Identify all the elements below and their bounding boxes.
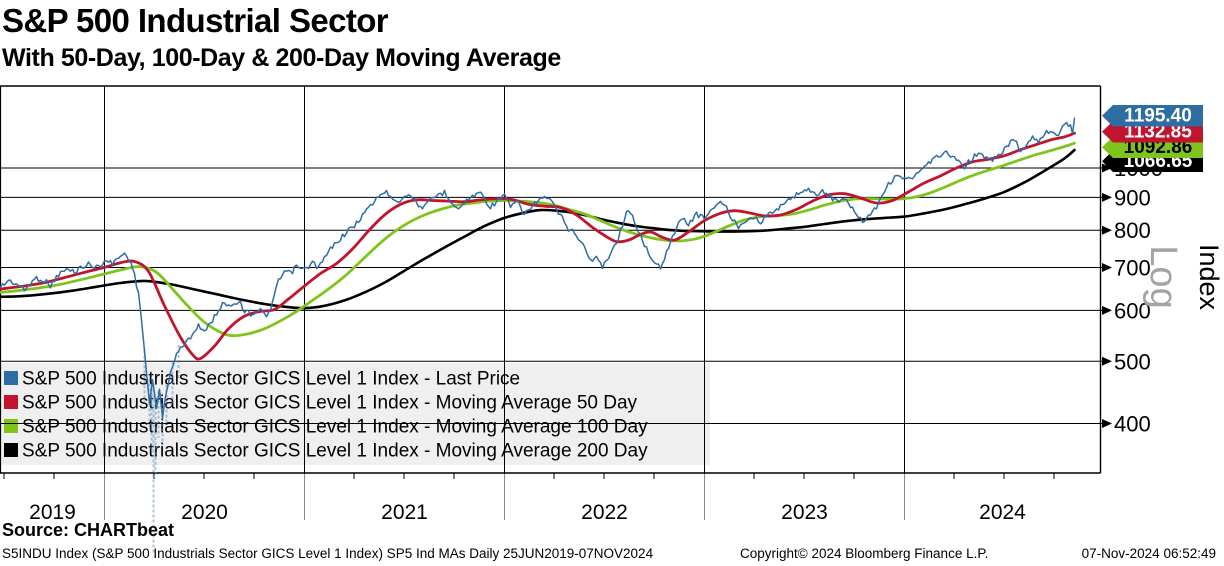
legend-label: S&P 500 Industrials Sector GICS Level 1 … xyxy=(22,417,648,438)
y-axis-tick-label: 800 xyxy=(1114,218,1151,243)
footer-security-info: S5INDU Index (S&P 500 Industrials Sector… xyxy=(2,546,654,561)
y-axis-tick-label: 400 xyxy=(1114,411,1151,436)
x-axis-year-label: 2024 xyxy=(979,501,1026,524)
axis-arrow-icon xyxy=(1102,305,1112,315)
x-axis-year-label: 2019 xyxy=(29,501,76,524)
page-title: S&P 500 Industrial Sector xyxy=(2,2,389,39)
legend-swatch-icon xyxy=(4,419,18,433)
legend-label: S&P 500 Industrials Sector GICS Level 1 … xyxy=(22,393,638,414)
axis-arrow-icon xyxy=(1102,163,1112,173)
x-axis-year-label: 2020 xyxy=(181,501,228,524)
axis-arrow-icon xyxy=(1102,356,1112,366)
y-axis-tick-label: 600 xyxy=(1114,298,1151,323)
series-moving-average-50-day xyxy=(0,131,1076,361)
series-moving-average-200-day xyxy=(0,148,1076,310)
y-axis-tick-label: 500 xyxy=(1114,349,1151,374)
legend-item: S&P 500 Industrials Sector GICS Level 1 … xyxy=(4,369,520,390)
axis-arrow-icon xyxy=(1102,262,1112,272)
grid: 1000900800700600500400201920202021202220… xyxy=(0,85,1163,524)
price-tag-value: 1132.85 xyxy=(1124,122,1192,143)
series-last-price xyxy=(0,117,1076,419)
legend-swatch-icon xyxy=(4,371,18,385)
y-axis-tick-label: 900 xyxy=(1114,185,1151,210)
legend-item: S&P 500 Industrials Sector GICS Level 1 … xyxy=(4,417,648,438)
source-label: Source: CHARTbeat xyxy=(2,520,175,540)
legend-swatch-icon xyxy=(4,395,18,409)
axis-arrow-icon xyxy=(1102,418,1112,428)
x-axis-year-label: 2023 xyxy=(781,501,828,524)
axis-arrow-icon xyxy=(1102,225,1112,235)
legend-label: S&P 500 Industrials Sector GICS Level 1 … xyxy=(22,369,520,390)
legend-label: S&P 500 Industrials Sector GICS Level 1 … xyxy=(22,441,648,462)
legend-item: S&P 500 Industrials Sector GICS Level 1 … xyxy=(4,393,638,414)
legend: S&P 500 Industrials Sector GICS Level 1 … xyxy=(0,363,710,465)
y-axis-title: Index xyxy=(1194,244,1224,311)
page-subtitle: With 50-Day, 100-Day & 200-Day Moving Av… xyxy=(2,44,561,72)
footer-timestamp: 07-Nov-2024 06:52:49 xyxy=(1081,546,1216,561)
legend-swatch-icon xyxy=(4,443,18,457)
log-scale-label: Log xyxy=(1142,245,1184,308)
axis-arrow-icon xyxy=(1102,192,1112,202)
series-moving-average-100-day xyxy=(0,141,1076,338)
x-axis-year-label: 2021 xyxy=(381,501,428,524)
y-axis-tick-label: 700 xyxy=(1114,255,1151,280)
legend-item: S&P 500 Industrials Sector GICS Level 1 … xyxy=(4,441,648,462)
x-axis-year-label: 2022 xyxy=(581,501,628,524)
price-tag-value: 1195.40 xyxy=(1124,106,1192,127)
price-tag: 1195.40 xyxy=(1102,105,1203,127)
footer-copyright: Copyright© 2024 Bloomberg Finance L.P. xyxy=(740,546,989,561)
